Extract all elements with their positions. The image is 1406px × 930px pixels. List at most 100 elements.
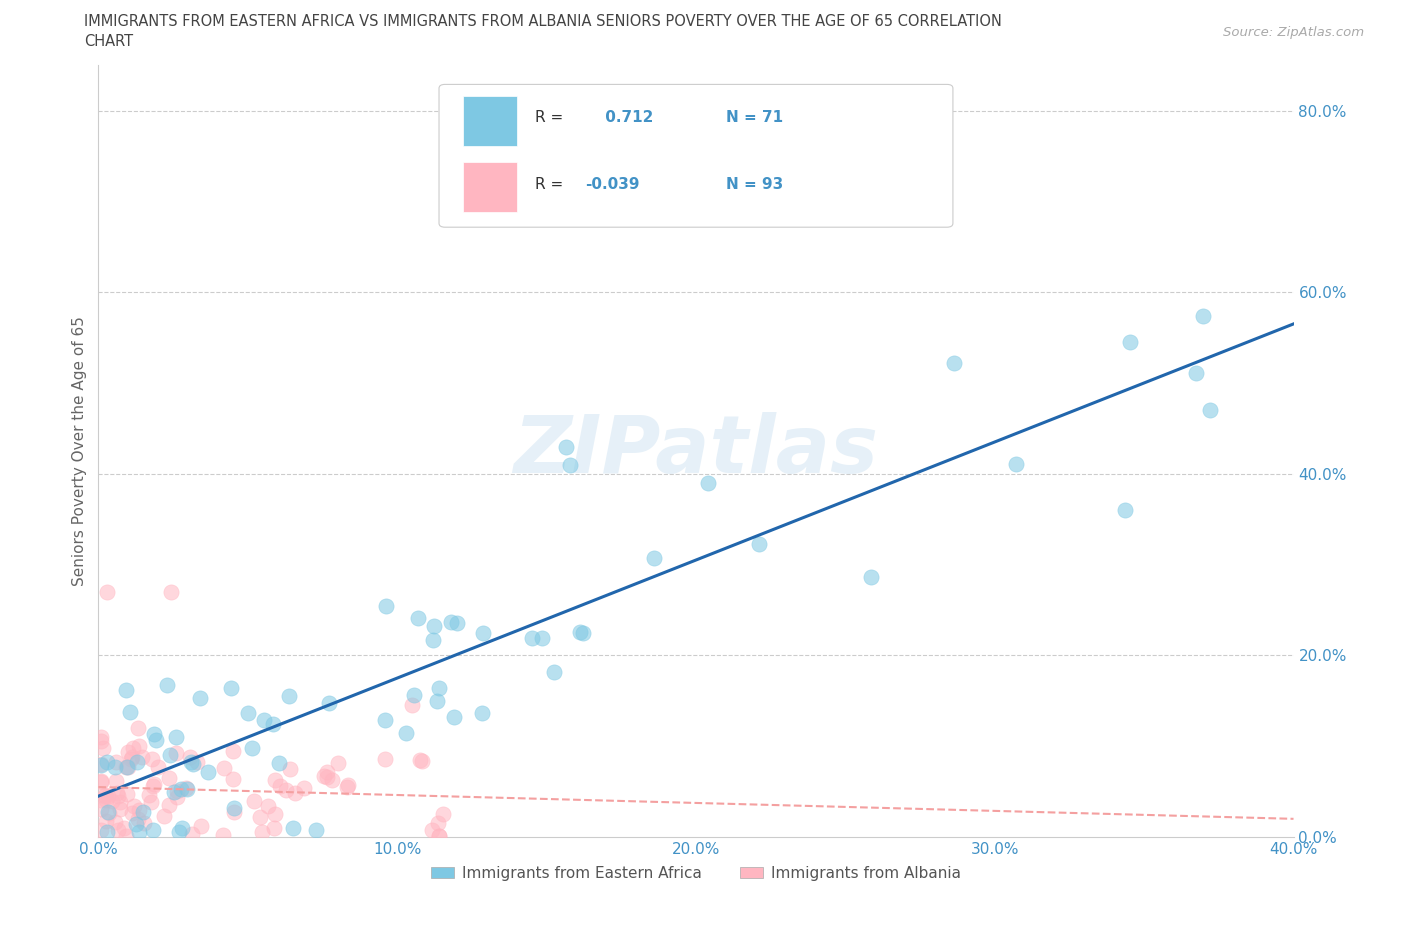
- Point: [548, 185, 571, 200]
- FancyBboxPatch shape: [439, 85, 953, 227]
- Point: [312, 768, 335, 783]
- Text: CHART: CHART: [84, 34, 134, 49]
- Point: [157, 771, 180, 786]
- Point: [520, 631, 543, 645]
- Point: [426, 816, 449, 830]
- Point: [176, 781, 198, 796]
- Point: [242, 793, 264, 808]
- Point: [281, 820, 304, 835]
- Point: [138, 788, 160, 803]
- Point: [318, 696, 340, 711]
- Point: [395, 726, 418, 741]
- Point: [543, 665, 565, 680]
- Point: [96, 754, 118, 769]
- Point: [127, 812, 149, 827]
- Point: [90, 756, 112, 771]
- Point: [170, 820, 193, 835]
- Point: [411, 753, 433, 768]
- Point: [143, 727, 166, 742]
- Point: [97, 804, 120, 819]
- Text: Source: ZipAtlas.com: Source: ZipAtlas.com: [1223, 26, 1364, 39]
- Point: [117, 787, 139, 802]
- Point: [422, 618, 444, 633]
- Text: R =: R =: [534, 178, 562, 193]
- Legend: Immigrants from Eastern Africa, Immigrants from Albania: Immigrants from Eastern Africa, Immigran…: [425, 860, 967, 887]
- Point: [96, 793, 118, 808]
- Point: [188, 691, 211, 706]
- Point: [224, 801, 246, 816]
- Point: [432, 806, 454, 821]
- Point: [114, 682, 136, 697]
- Point: [211, 828, 233, 843]
- Point: [263, 807, 285, 822]
- Point: [90, 734, 112, 749]
- Point: [128, 738, 150, 753]
- Point: [326, 755, 349, 770]
- Point: [112, 820, 135, 835]
- Y-axis label: Seniors Poverty Over the Age of 65: Seniors Poverty Over the Age of 65: [72, 316, 87, 586]
- Point: [132, 815, 155, 830]
- Point: [321, 773, 343, 788]
- Point: [96, 814, 118, 829]
- Point: [121, 805, 143, 820]
- Point: [186, 754, 208, 769]
- Point: [142, 822, 165, 837]
- Point: [1185, 365, 1208, 380]
- Point: [110, 802, 132, 817]
- Point: [156, 678, 179, 693]
- Point: [420, 822, 443, 837]
- Point: [145, 732, 167, 747]
- Point: [643, 551, 665, 565]
- Point: [305, 822, 328, 837]
- Point: [166, 790, 188, 804]
- Point: [120, 751, 142, 766]
- Point: [429, 829, 451, 844]
- Point: [180, 754, 202, 769]
- Point: [96, 584, 118, 599]
- Point: [471, 705, 494, 720]
- Point: [97, 805, 120, 820]
- Point: [284, 786, 307, 801]
- Point: [104, 759, 127, 774]
- Point: [128, 803, 150, 817]
- Point: [269, 755, 291, 770]
- Point: [159, 797, 181, 812]
- Point: [263, 820, 285, 835]
- Point: [316, 769, 339, 784]
- Point: [336, 779, 359, 794]
- Point: [166, 783, 188, 798]
- Point: [94, 788, 117, 803]
- Point: [374, 599, 396, 614]
- Point: [315, 764, 337, 779]
- FancyBboxPatch shape: [463, 96, 517, 146]
- Point: [440, 615, 463, 630]
- Point: [402, 687, 425, 702]
- Text: N = 93: N = 93: [725, 178, 783, 193]
- Point: [94, 789, 117, 804]
- Point: [212, 761, 235, 776]
- Text: 0.712: 0.712: [600, 110, 654, 126]
- Point: [1118, 335, 1140, 350]
- Text: N = 71: N = 71: [725, 110, 783, 126]
- Point: [108, 794, 131, 809]
- Point: [163, 784, 186, 799]
- Point: [860, 570, 883, 585]
- Point: [127, 721, 149, 736]
- Point: [264, 773, 287, 788]
- Point: [117, 760, 139, 775]
- Point: [117, 745, 139, 760]
- Point: [165, 745, 187, 760]
- Text: -0.039: -0.039: [585, 178, 640, 193]
- Point: [1192, 309, 1215, 324]
- Text: R =: R =: [534, 110, 562, 126]
- Point: [125, 817, 148, 831]
- Point: [748, 537, 770, 551]
- Point: [292, 780, 315, 795]
- Point: [104, 815, 127, 830]
- Point: [165, 730, 187, 745]
- Point: [568, 624, 591, 639]
- Point: [121, 740, 143, 755]
- Point: [269, 778, 291, 793]
- Point: [942, 355, 965, 370]
- Point: [91, 740, 114, 755]
